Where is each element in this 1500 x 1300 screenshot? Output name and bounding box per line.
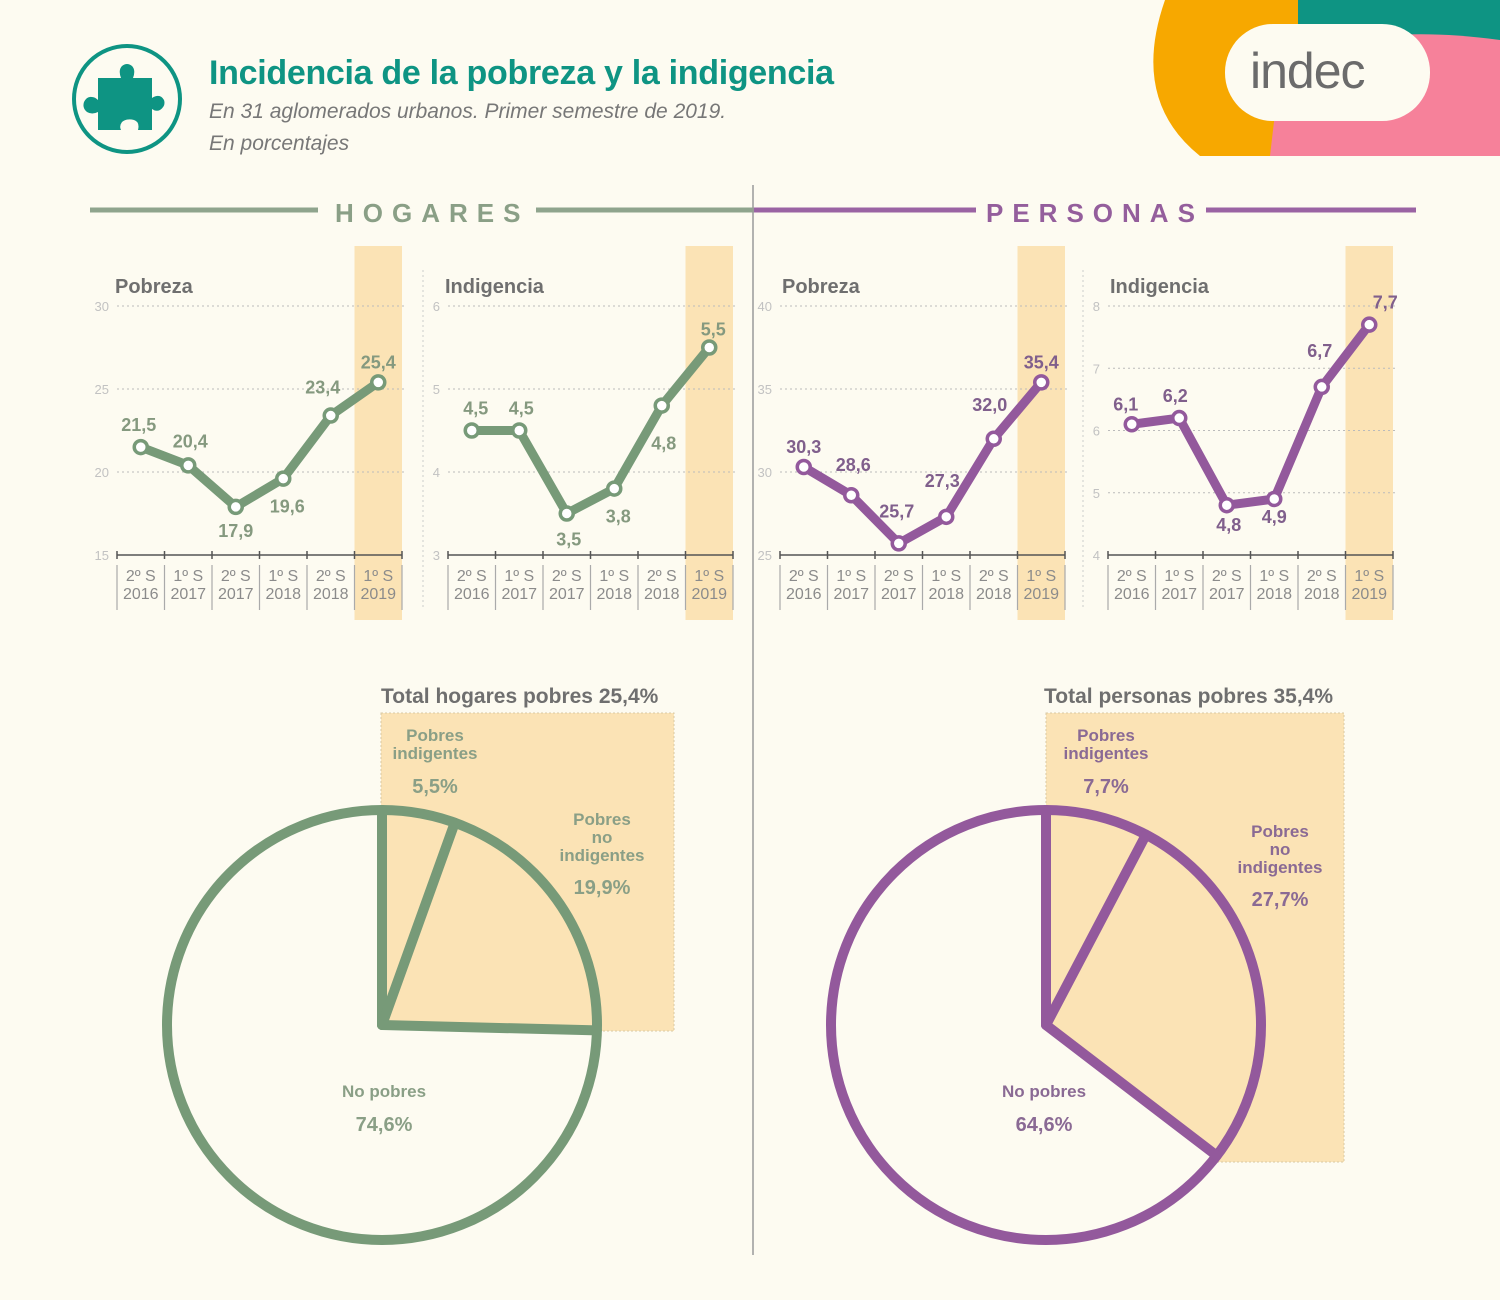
pie-hogares — [162, 712, 675, 1245]
pie-personas-no-indigentes-value: 27,7% — [1251, 889, 1309, 911]
section-rules — [90, 185, 1416, 1255]
units-note: En porcentajes — [209, 132, 350, 155]
pie-personas-no-pobres-value: 64,6% — [1015, 1114, 1073, 1136]
label-line: Pobres — [1251, 822, 1309, 841]
logo-background — [1153, 0, 1500, 156]
puzzle-piece-icon — [72, 44, 182, 154]
pie-personas — [826, 712, 1345, 1245]
label-line: indigentes — [1063, 744, 1149, 763]
pie-hogares-indigentes-value: 5,5% — [412, 776, 458, 798]
pie-personas-title: Total personas pobres 35,4% — [1044, 685, 1334, 708]
pie-hogares-title: Total hogares pobres 25,4% — [381, 685, 659, 708]
page-title: Incidencia de la pobreza y la indigencia — [209, 54, 834, 92]
label-line: no — [591, 828, 613, 847]
label-line: indigentes — [559, 846, 645, 865]
label-line: Pobres — [1077, 726, 1135, 745]
pie-personas-indigentes-value: 7,7% — [1083, 776, 1129, 798]
pie-personas-no-pobres-label: No pobres — [1001, 1082, 1087, 1101]
pie-hogares-no-pobres-value: 74,6% — [355, 1114, 413, 1136]
label-line: no — [1269, 840, 1291, 859]
pie-personas-no-indigentes-label: Pobres no indigentes — [1220, 823, 1340, 877]
pie-hogares-no-indigentes-label: Pobres no indigentes — [542, 811, 662, 865]
pie-hogares-no-pobres-label: No pobres — [341, 1082, 427, 1101]
label-line: Pobres — [573, 810, 631, 829]
pie-personas-indigentes-label: Pobres indigentes — [1046, 727, 1166, 763]
section-personas-label: PERSONAS — [986, 198, 1204, 228]
label-line: indigentes — [1237, 858, 1323, 877]
pie-hogares-no-indigentes-value: 19,9% — [573, 877, 631, 899]
pie-hogares-indigentes-label: Pobres indigentes — [375, 727, 495, 763]
label-line: Pobres — [406, 726, 464, 745]
section-hogares-label: HOGARES — [335, 198, 530, 228]
indec-logo: indec — [1250, 43, 1366, 99]
subtitle: En 31 aglomerados urbanos. Primer semest… — [209, 100, 727, 123]
label-line: indigentes — [392, 744, 478, 763]
